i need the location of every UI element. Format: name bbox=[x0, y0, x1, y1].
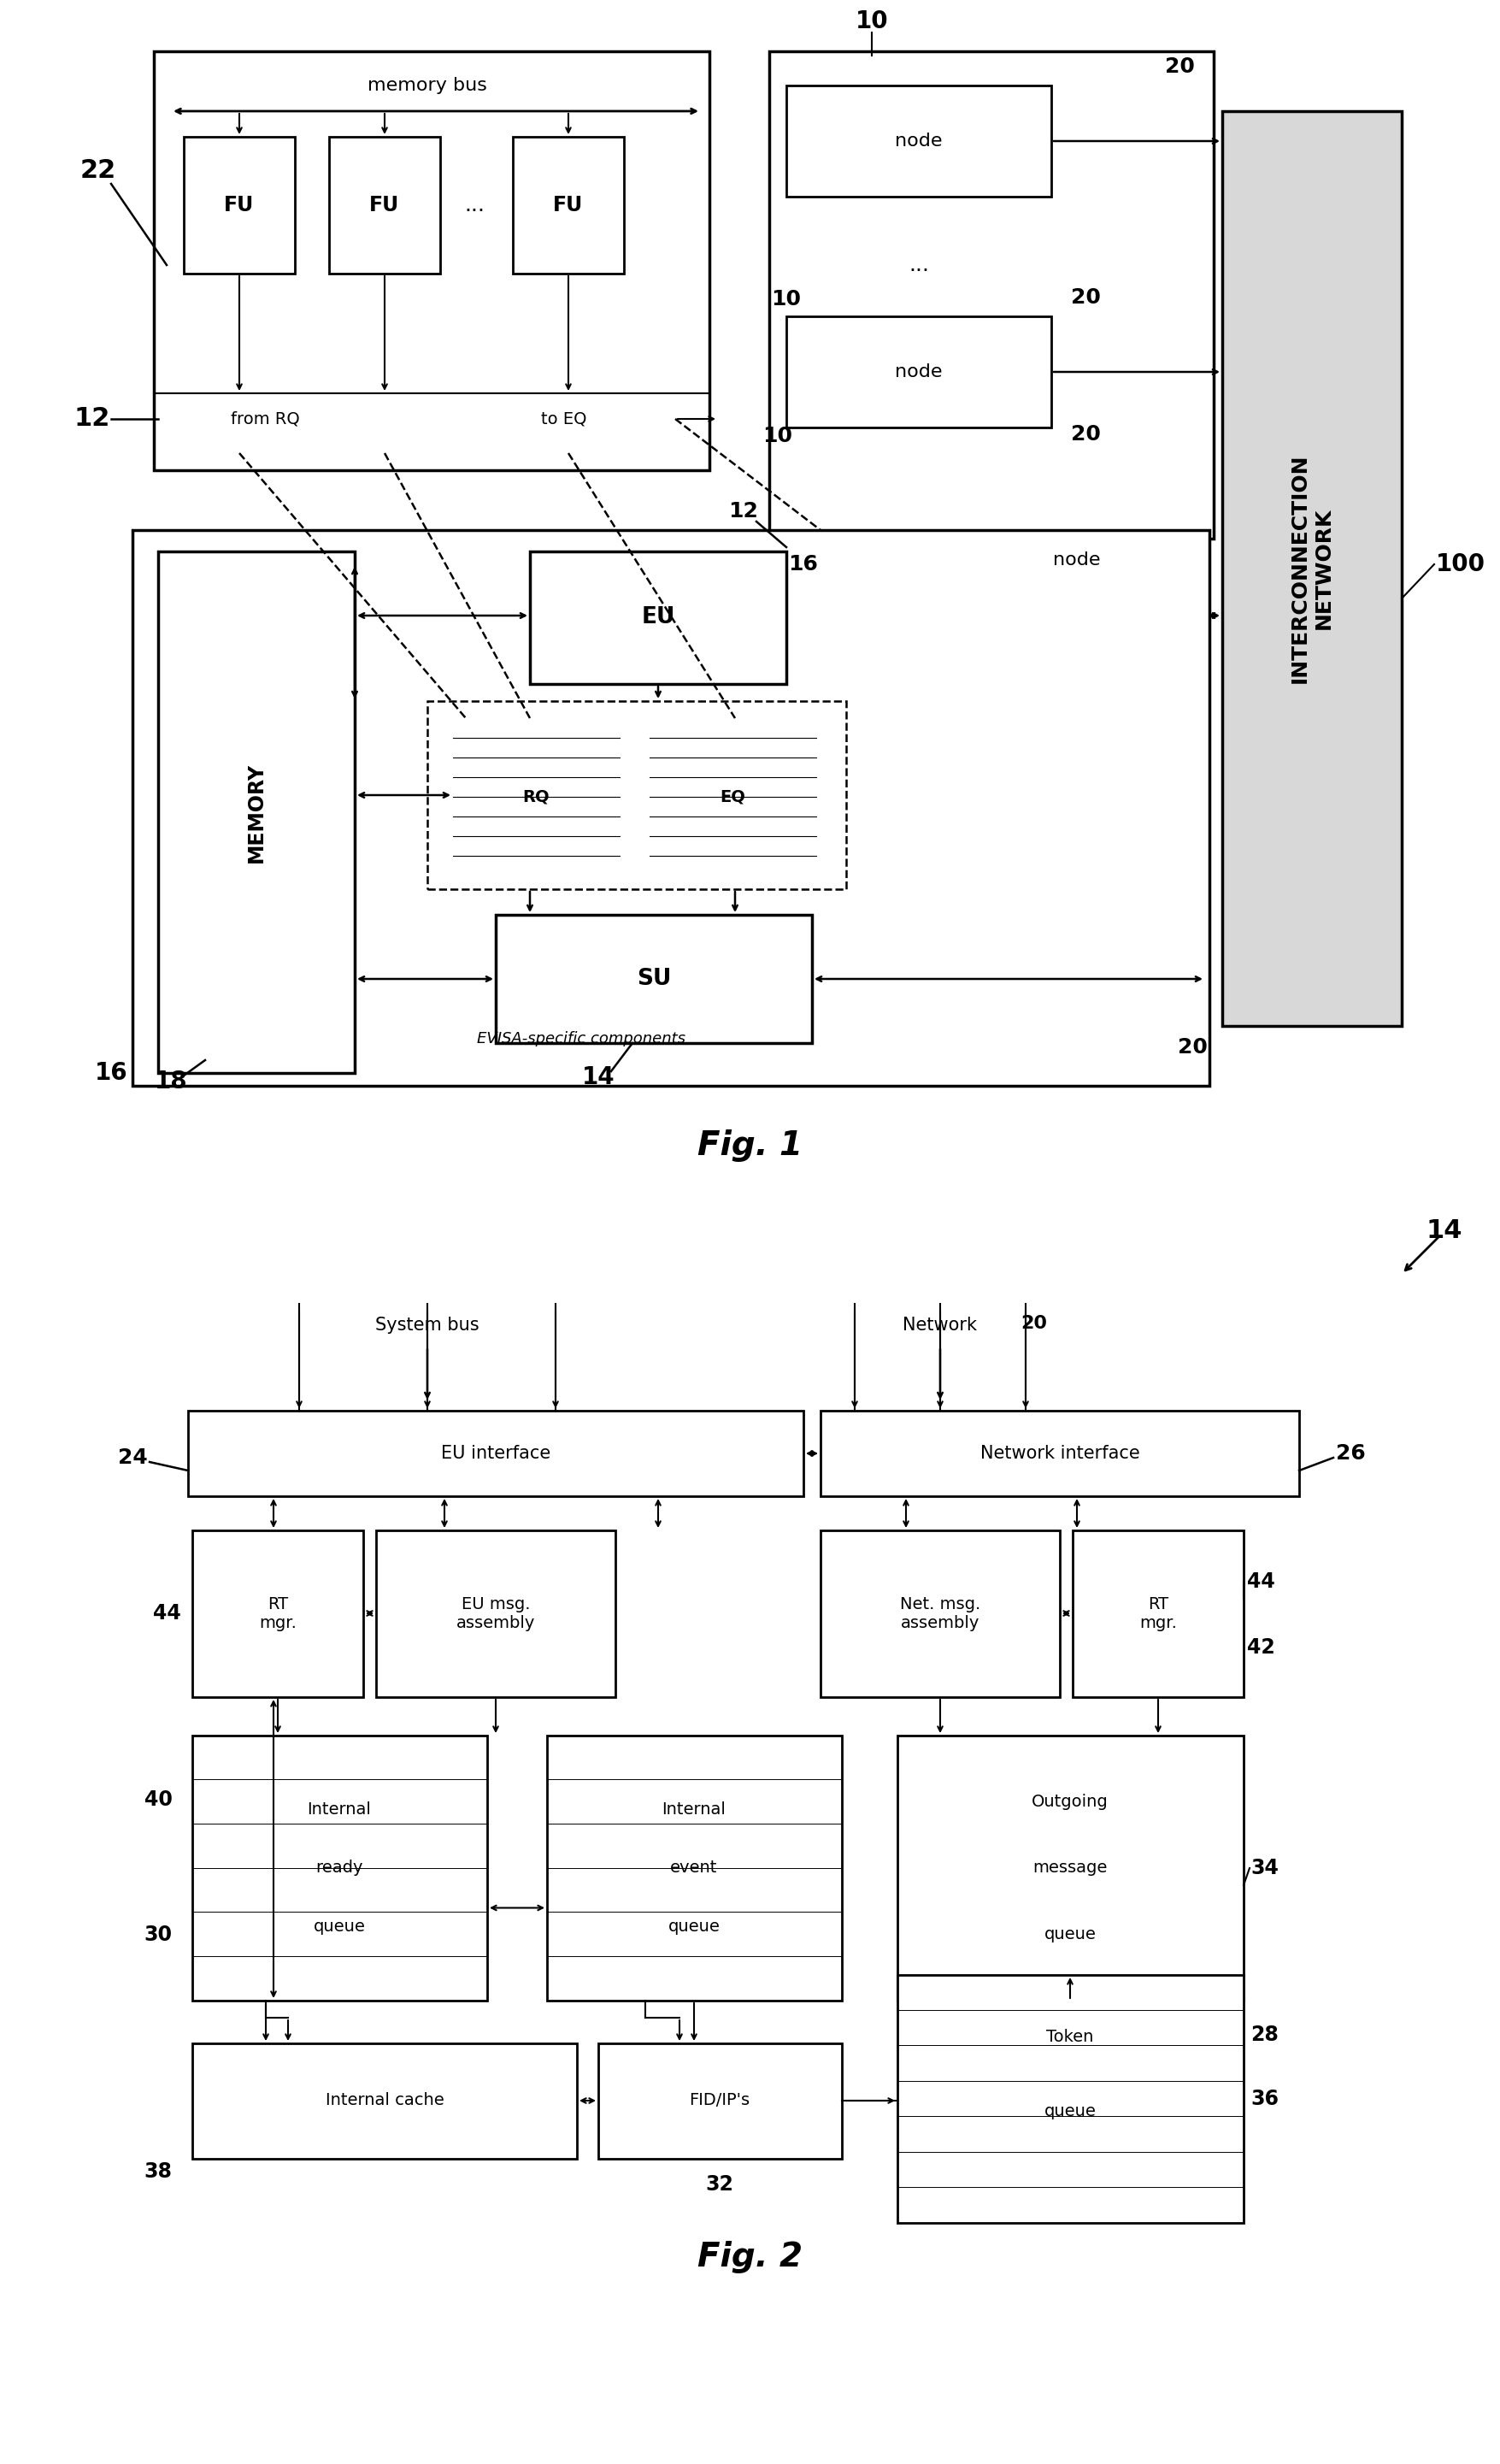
Text: 24: 24 bbox=[117, 1446, 147, 1469]
Text: EQ: EQ bbox=[720, 788, 746, 806]
Text: 34: 34 bbox=[1251, 1858, 1279, 1878]
Text: 44: 44 bbox=[153, 1604, 180, 1624]
Text: to EQ: to EQ bbox=[541, 411, 586, 426]
Bar bbox=[821, 1530, 1060, 1698]
Text: message: message bbox=[1032, 1860, 1107, 1875]
Text: 10: 10 bbox=[771, 288, 801, 310]
Text: 44: 44 bbox=[1246, 1572, 1275, 1592]
Text: 36: 36 bbox=[1251, 2089, 1279, 2109]
Bar bbox=[770, 52, 1214, 540]
Bar bbox=[897, 1735, 1244, 2001]
Bar bbox=[821, 1412, 1299, 1496]
Text: Token: Token bbox=[1047, 2028, 1094, 2045]
Text: node: node bbox=[895, 362, 942, 379]
Bar bbox=[513, 138, 624, 274]
Bar bbox=[786, 86, 1051, 197]
Text: EU msg.
assembly: EU msg. assembly bbox=[456, 1597, 536, 1631]
Bar bbox=[547, 1735, 842, 2001]
Bar bbox=[184, 138, 296, 274]
Bar bbox=[598, 2043, 842, 2158]
Text: 20: 20 bbox=[1071, 424, 1101, 444]
Bar bbox=[376, 1530, 615, 1698]
Bar bbox=[1222, 111, 1401, 1025]
Text: 38: 38 bbox=[144, 2161, 172, 2181]
Text: memory bus: memory bus bbox=[367, 76, 488, 94]
Bar bbox=[649, 717, 816, 877]
Bar bbox=[453, 717, 619, 877]
Text: FU: FU bbox=[554, 195, 584, 214]
Bar bbox=[530, 552, 786, 685]
Text: Net. msg.
assembly: Net. msg. assembly bbox=[900, 1597, 981, 1631]
Text: from RQ: from RQ bbox=[231, 411, 300, 426]
Text: 20: 20 bbox=[1071, 288, 1101, 308]
Text: Fig. 2: Fig. 2 bbox=[698, 2240, 802, 2274]
Text: queue: queue bbox=[1044, 1927, 1096, 1942]
Text: event: event bbox=[670, 1860, 717, 1875]
Text: node: node bbox=[895, 133, 942, 150]
Text: 10: 10 bbox=[855, 10, 888, 34]
Text: INTERCONNECTION
NETWORK: INTERCONNECTION NETWORK bbox=[1290, 453, 1333, 683]
Text: EVISA-specific components: EVISA-specific components bbox=[477, 1030, 686, 1047]
Text: ...: ... bbox=[463, 195, 484, 214]
Bar bbox=[786, 315, 1051, 426]
Bar bbox=[192, 1735, 488, 2001]
Text: 32: 32 bbox=[705, 2173, 733, 2195]
Text: Network interface: Network interface bbox=[980, 1444, 1140, 1461]
Bar bbox=[132, 530, 1209, 1087]
Text: SU: SU bbox=[636, 968, 670, 991]
Text: 30: 30 bbox=[144, 1924, 172, 1944]
Text: Fig. 1: Fig. 1 bbox=[698, 1129, 802, 1163]
Bar bbox=[154, 52, 710, 471]
Text: FU: FU bbox=[369, 195, 399, 214]
Text: 12: 12 bbox=[74, 407, 111, 431]
Text: Internal: Internal bbox=[662, 1801, 726, 1818]
Text: 16: 16 bbox=[789, 554, 819, 574]
Text: RT
mgr.: RT mgr. bbox=[1140, 1597, 1178, 1631]
Text: 14: 14 bbox=[582, 1064, 615, 1089]
Text: 100: 100 bbox=[1435, 552, 1485, 577]
Text: System bus: System bus bbox=[375, 1316, 480, 1333]
Bar bbox=[328, 138, 440, 274]
Text: 26: 26 bbox=[1335, 1444, 1365, 1464]
Text: 22: 22 bbox=[80, 158, 117, 182]
Bar bbox=[427, 702, 846, 890]
Text: 10: 10 bbox=[763, 426, 792, 446]
Text: node: node bbox=[1053, 552, 1101, 569]
Text: 28: 28 bbox=[1251, 2025, 1279, 2045]
Text: queue: queue bbox=[668, 1919, 720, 1934]
Text: EU: EU bbox=[642, 606, 675, 628]
Text: Outgoing: Outgoing bbox=[1032, 1794, 1108, 1811]
Bar bbox=[192, 1530, 363, 1698]
Bar bbox=[188, 1412, 804, 1496]
Text: EU interface: EU interface bbox=[441, 1444, 550, 1461]
Text: MEMORY: MEMORY bbox=[246, 761, 267, 862]
Text: Internal cache: Internal cache bbox=[325, 2092, 444, 2109]
Text: 20: 20 bbox=[1178, 1037, 1208, 1057]
Text: RQ: RQ bbox=[522, 788, 549, 806]
Text: 20: 20 bbox=[1164, 57, 1194, 76]
Text: RT
mgr.: RT mgr. bbox=[259, 1597, 297, 1631]
Bar bbox=[158, 552, 354, 1072]
Text: ready: ready bbox=[315, 1860, 363, 1875]
Text: ...: ... bbox=[909, 254, 928, 276]
Text: 18: 18 bbox=[154, 1069, 188, 1094]
Text: FU: FU bbox=[225, 195, 255, 214]
Bar bbox=[495, 914, 812, 1042]
Text: queue: queue bbox=[1044, 2104, 1096, 2119]
Text: 40: 40 bbox=[144, 1789, 172, 1811]
Text: FID/IP's: FID/IP's bbox=[690, 2092, 750, 2109]
Text: 20: 20 bbox=[1022, 1316, 1047, 1333]
Text: 42: 42 bbox=[1246, 1636, 1275, 1658]
Bar bbox=[192, 2043, 578, 2158]
Text: 16: 16 bbox=[94, 1062, 128, 1084]
Text: Network: Network bbox=[903, 1316, 978, 1333]
Text: 12: 12 bbox=[729, 500, 759, 522]
Text: 14: 14 bbox=[1426, 1220, 1462, 1244]
Bar bbox=[897, 1976, 1244, 2223]
Text: Internal: Internal bbox=[307, 1801, 372, 1818]
Text: queue: queue bbox=[313, 1919, 366, 1934]
Bar bbox=[1072, 1530, 1244, 1698]
